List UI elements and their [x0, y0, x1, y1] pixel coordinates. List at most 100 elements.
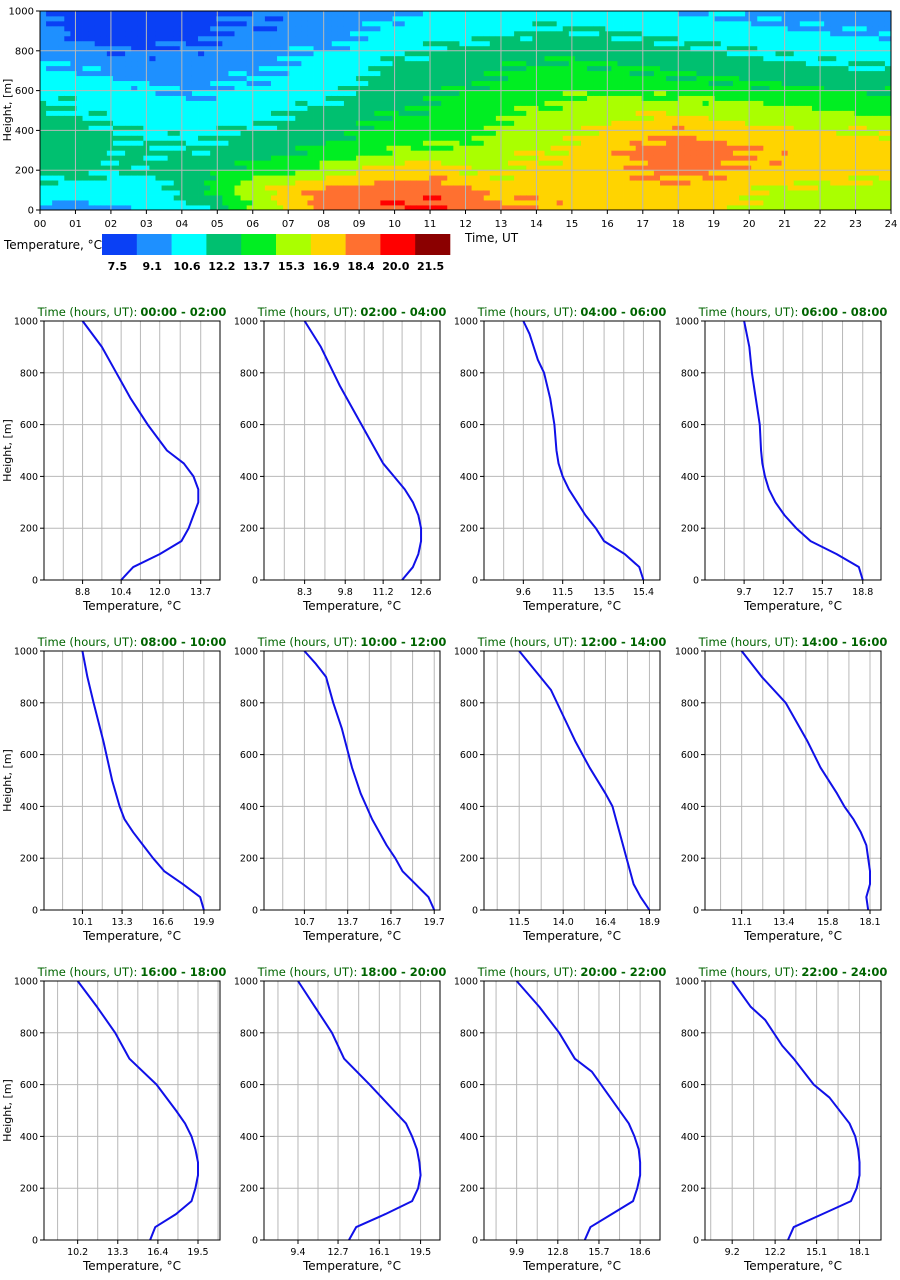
heatmap-cell	[368, 205, 375, 211]
heatmap-cell	[483, 115, 491, 121]
heatmap-cell	[739, 115, 746, 121]
heatmap-cell	[404, 55, 412, 62]
heatmap-cell	[495, 125, 503, 131]
heatmap-cell	[605, 190, 612, 196]
heatmap-cell	[234, 80, 241, 87]
heatmap-cell	[745, 125, 752, 131]
heatmap-cell	[617, 180, 624, 186]
heatmap-cell	[562, 130, 570, 136]
heatmap-cell	[599, 40, 606, 47]
heatmap-cell	[204, 25, 211, 32]
heatmap-cell	[465, 140, 472, 146]
heatmap-cell	[605, 65, 612, 72]
heatmap-cell	[283, 185, 290, 191]
heatmap-cell	[453, 115, 460, 121]
heatmap-cell	[562, 30, 570, 37]
heatmap-cell	[732, 145, 740, 151]
heatmap-cell	[240, 185, 248, 191]
heatmap-cell	[678, 115, 685, 121]
heatmap-cell	[787, 105, 795, 111]
heatmap-cell	[198, 170, 205, 176]
heatmap-cell	[763, 45, 770, 52]
heatmap-cell	[611, 45, 618, 52]
heatmap-cell	[228, 90, 235, 96]
heatmap-cell	[392, 25, 400, 32]
heatmap-cell	[392, 11, 400, 17]
heatmap-cell	[94, 55, 102, 62]
heatmap-cell	[82, 100, 90, 106]
heatmap-cell	[769, 155, 776, 161]
heatmap-cell	[726, 80, 734, 87]
heatmap-cell	[131, 195, 138, 201]
heatmap-cell	[404, 155, 412, 161]
heatmap-cell	[222, 115, 229, 121]
heatmap-cell	[422, 130, 430, 136]
heatmap-cell	[429, 200, 436, 206]
heatmap-cell	[465, 85, 472, 92]
heatmap-cell	[441, 120, 448, 126]
heatmap-cell	[106, 70, 114, 77]
heatmap-cell	[112, 80, 120, 87]
heatmap-cell	[459, 20, 466, 27]
heatmap-cell	[167, 140, 175, 146]
heatmap-cell	[173, 11, 181, 17]
heatmap-cell	[416, 115, 424, 121]
heatmap-cell	[64, 70, 71, 77]
heatmap-cell	[368, 155, 375, 161]
heatmap-cell	[222, 105, 229, 111]
heatmap-cell	[441, 40, 448, 47]
heatmap-cell	[593, 25, 600, 32]
heatmap-cell	[362, 25, 369, 32]
heatmap-cell	[787, 110, 795, 116]
heatmap-cell	[580, 150, 588, 156]
heatmap-cell	[495, 55, 503, 62]
heatmap-cell	[52, 195, 59, 201]
heatmap-cell	[508, 125, 515, 131]
heatmap-cell	[125, 145, 132, 151]
heatmap-cell	[380, 185, 387, 191]
heatmap-cell	[234, 150, 241, 156]
heatmap-cell	[216, 60, 223, 67]
heatmap-cell	[556, 45, 564, 52]
heatmap-cell	[751, 60, 758, 67]
heatmap-cell	[404, 90, 412, 96]
heatmap-cell	[198, 150, 205, 156]
heatmap-cell	[374, 105, 381, 111]
heatmap-cell	[660, 200, 667, 206]
heatmap-cell	[587, 110, 594, 116]
heatmap-cell	[593, 40, 600, 47]
heatmap-cell	[696, 175, 703, 181]
heatmap-cell	[161, 80, 169, 87]
heatmap-cell	[435, 75, 442, 82]
heatmap-cell	[477, 185, 485, 191]
heatmap-cell	[599, 90, 606, 96]
heatmap-cell	[295, 135, 302, 141]
heatmap-cell	[556, 75, 564, 82]
heatmap-cell	[283, 145, 290, 151]
heatmap-cell	[732, 205, 740, 211]
heatmap-cell	[289, 185, 296, 191]
heatmap-cell	[374, 65, 381, 72]
heatmap-cell	[660, 190, 667, 196]
heatmap-cell	[258, 190, 266, 196]
heatmap-cell	[325, 75, 333, 82]
heatmap-cell	[404, 125, 412, 131]
heatmap-cell	[666, 35, 673, 42]
heatmap-cell	[751, 115, 758, 121]
heatmap-cell	[374, 85, 381, 92]
heatmap-cell	[392, 125, 400, 131]
heatmap-cell	[726, 60, 734, 67]
heatmap-cell	[313, 40, 321, 47]
heatmap-cell	[690, 45, 697, 52]
heatmap-cell	[64, 55, 71, 62]
heatmap-cell	[149, 150, 156, 156]
heatmap-cell	[508, 150, 515, 156]
heatmap-cell	[660, 155, 667, 161]
heatmap-cell	[544, 80, 551, 87]
heatmap-cell	[283, 205, 290, 211]
heatmap-cell	[447, 180, 454, 186]
heatmap-cell	[179, 140, 187, 146]
heatmap-cell	[88, 105, 96, 111]
heatmap-cell	[574, 205, 582, 211]
heatmap-cell	[672, 205, 679, 211]
